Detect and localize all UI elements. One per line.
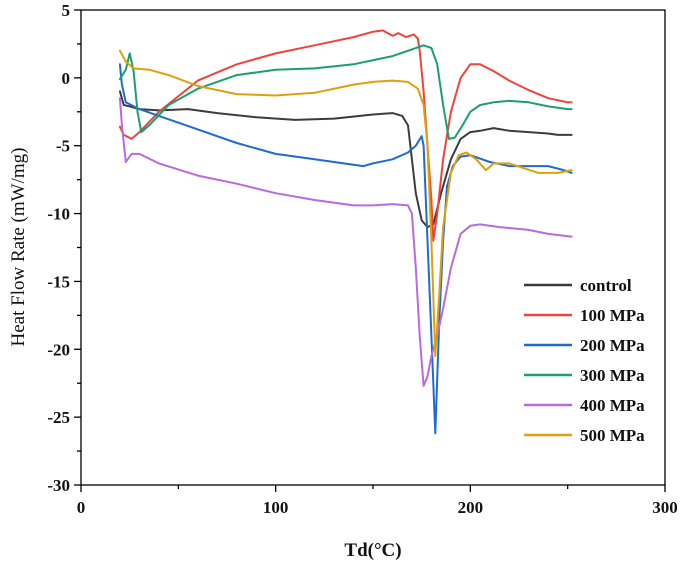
legend-label: 100 MPa: [580, 306, 645, 325]
x-tick-label: 300: [652, 498, 678, 517]
legend-label: control: [580, 276, 632, 295]
legend-label: 500 MPa: [580, 426, 645, 445]
y-tick-label: -10: [47, 205, 70, 224]
legend-label: 300 MPa: [580, 366, 645, 385]
x-tick-label: 100: [263, 498, 289, 517]
series-line-400-mpa: [118, 97, 573, 387]
x-tick-label: 0: [77, 498, 86, 517]
y-tick-label: 0: [62, 69, 71, 88]
y-tick-labels: 5 0 -5 -10 -15 -20 -25 -30: [47, 1, 70, 495]
series-line-control: [118, 90, 573, 229]
legend-label: 400 MPa: [580, 396, 645, 415]
series-layer: [118, 29, 573, 435]
series-line-300-mpa: [118, 44, 573, 140]
series-line-100-mpa: [118, 29, 573, 242]
x-axis-title: Td(°C): [344, 540, 401, 561]
plot-frame: [80, 9, 666, 486]
y-tick-label: -25: [47, 408, 70, 427]
x-tick-labels: 0 100 200 300: [77, 498, 678, 517]
y-tick-label: 5: [62, 1, 71, 20]
axis-ticks-layer: [74, 9, 666, 492]
series-line-500-mpa: [118, 49, 573, 358]
x-tick-label: 200: [458, 498, 484, 517]
y-tick-label: -20: [47, 340, 70, 359]
y-tick-label: -30: [47, 476, 70, 495]
legend-label: 200 MPa: [580, 336, 645, 355]
y-axis-title: Heat Flow Rate (mW/mg): [8, 148, 29, 347]
y-tick-label: -15: [47, 272, 70, 291]
y-tick-label: -5: [56, 137, 70, 156]
legend: control 100 MPa 200 MPa 300 MPa 400 MPa 500 M…: [524, 276, 645, 445]
